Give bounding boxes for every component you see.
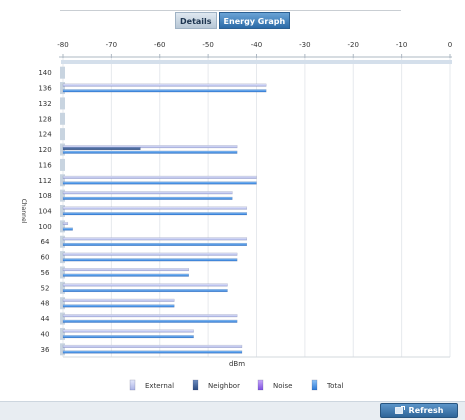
legend-label-external: External [145, 382, 174, 390]
x-tick-label: -70 [106, 41, 117, 49]
top-band [61, 60, 452, 64]
bar-external [62, 314, 238, 318]
row-stub [60, 82, 65, 95]
y-tick-label: 116 [38, 161, 52, 169]
row-stub [60, 251, 65, 264]
y-tick-label: 40 [41, 330, 50, 338]
y-tick-label: 124 [38, 131, 52, 139]
x-axis-title: dBm [229, 360, 245, 368]
bar-external [62, 329, 194, 333]
row-stub [60, 327, 65, 340]
row-stub [60, 297, 65, 310]
top-divider [60, 10, 401, 11]
x-tick-label: -20 [348, 41, 359, 49]
bar-total [62, 319, 238, 323]
legend-swatch-external [129, 379, 136, 391]
x-tick-label: 0 [448, 41, 452, 49]
y-tick-label: 44 [41, 315, 50, 323]
bar-external [62, 344, 243, 348]
tab-energy-graph[interactable]: Energy Graph [218, 12, 291, 29]
y-tick-label: 64 [41, 238, 50, 246]
x-tick-label: -80 [57, 41, 68, 49]
bar-external [62, 175, 257, 179]
y-tick-label: 100 [38, 223, 51, 231]
y-axis-title: Channel [20, 199, 27, 224]
y-tick-label: 120 [38, 146, 51, 154]
y-tick-label: 128 [38, 115, 51, 123]
x-tick-label: -60 [154, 41, 165, 49]
row-stub [60, 128, 65, 141]
x-tick-label: -30 [299, 41, 310, 49]
bar-total [62, 350, 243, 354]
x-tick-label: -50 [202, 41, 213, 49]
x-tick-label: -40 [251, 41, 262, 49]
row-stub [60, 143, 65, 156]
bar-neighbor [62, 147, 141, 151]
legend-swatch-noise [257, 379, 264, 391]
legend-swatch-total [311, 379, 318, 391]
bar-external [62, 237, 248, 241]
bar-total [62, 289, 228, 293]
bar-external [62, 221, 69, 225]
footer-bar [0, 401, 465, 420]
bar-total [62, 89, 267, 93]
y-tick-label: 60 [41, 254, 50, 262]
row-stub [60, 189, 65, 202]
row-stub [60, 66, 65, 79]
bar-external [62, 252, 238, 256]
row-stub [60, 174, 65, 187]
y-tick-label: 136 [38, 85, 52, 93]
bar-external [62, 298, 175, 302]
refresh-label: Refresh [408, 406, 444, 415]
bar-total [62, 242, 248, 246]
bar-total [62, 304, 175, 308]
bar-total [62, 196, 233, 200]
refresh-icon [394, 406, 405, 415]
row-stub [60, 220, 65, 233]
bar-total [62, 212, 248, 216]
bar-external [62, 145, 238, 149]
bar-external [62, 283, 228, 287]
row-stub [60, 112, 65, 125]
row-stub [60, 97, 65, 110]
row-stub [60, 158, 65, 171]
bar-total [62, 227, 73, 231]
row-stub [60, 281, 65, 294]
bar-external [62, 83, 267, 87]
bar-total [62, 150, 238, 154]
y-tick-label: 132 [38, 100, 51, 108]
refresh-button[interactable]: Refresh [380, 403, 458, 418]
row-stub [60, 205, 65, 217]
legend-label-total: Total [326, 382, 343, 390]
energy-graph-chart: -80 -70 -60 -50 -40 -30 -20 -10 0 140 136 132 128 124… [20, 41, 452, 391]
bar-total [62, 258, 238, 262]
row-stub [60, 235, 65, 248]
legend-label-noise: Noise [273, 382, 292, 390]
bar-external [62, 268, 189, 272]
view-tabs: Details Energy Graph [175, 12, 291, 29]
bar-external [62, 191, 233, 195]
y-tick-label: 104 [38, 208, 52, 216]
x-tick-label: -10 [396, 41, 407, 49]
row-stub [60, 312, 65, 325]
y-tick-label: 52 [41, 284, 50, 292]
bar-total [62, 335, 194, 339]
row-stub [60, 343, 65, 356]
y-tick-label: 140 [38, 69, 51, 77]
y-tick-label: 48 [41, 300, 50, 308]
y-tick-label: 112 [38, 177, 51, 185]
row-stub [60, 266, 65, 279]
bar-external [62, 206, 248, 210]
legend-label-neighbor: Neighbor [208, 382, 240, 390]
tab-details[interactable]: Details [175, 12, 217, 29]
y-tick-label: 108 [38, 192, 51, 200]
bar-total [62, 273, 189, 277]
y-tick-label: 36 [41, 346, 50, 354]
y-tick-label: 56 [41, 269, 50, 277]
bar-total [62, 181, 257, 185]
legend-swatch-neighbor [192, 379, 199, 391]
